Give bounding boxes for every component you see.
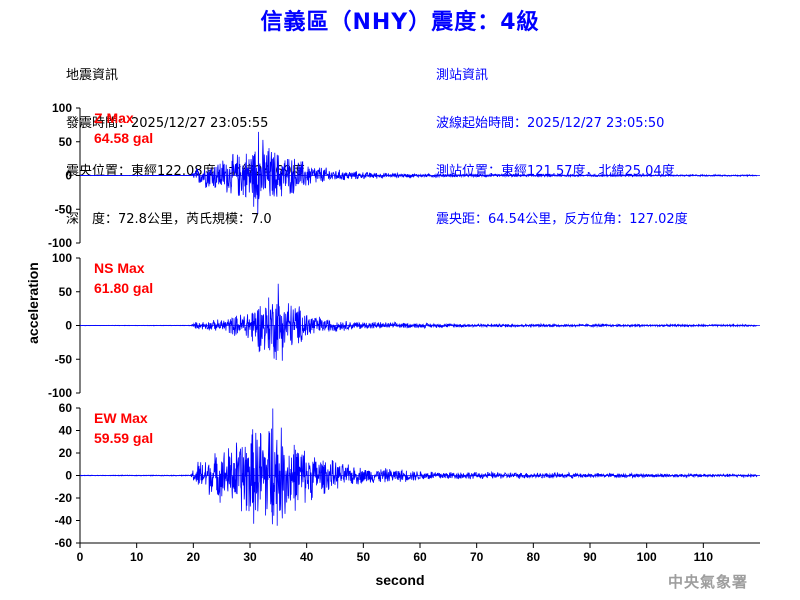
x-tick-label: 110 (694, 550, 714, 564)
station-info: 測站資訊 波線起始時間：2025/12/27 23:05:50 測站位置：東經1… (436, 36, 688, 244)
quake-info-heading: 地震資訊 (66, 68, 119, 83)
max-label-ns: NS Max (94, 260, 145, 276)
y-tick-label: 0 (65, 319, 72, 333)
x-tick-label: 50 (357, 550, 371, 564)
y-tick-label: -100 (48, 236, 72, 250)
x-tick-label: 40 (300, 550, 314, 564)
max-label-ew: EW Max (94, 410, 148, 426)
max-value-z: 64.58 gal (94, 130, 153, 146)
y-tick-label: 50 (59, 285, 73, 299)
x-tick-label: 20 (187, 550, 201, 564)
y-tick-label: 0 (65, 469, 72, 483)
station-info-heading: 測站資訊 (436, 68, 489, 83)
x-tick-label: 60 (413, 550, 427, 564)
max-value-ns: 61.80 gal (94, 280, 153, 296)
x-tick-label: 10 (130, 550, 144, 564)
y-tick-label: 60 (59, 401, 73, 415)
y-tick-label: -100 (48, 386, 72, 400)
depth-magnitude: 深 度：72.8公里，芮氏規模：7.0 (66, 212, 272, 227)
y-tick-label: -50 (55, 352, 73, 366)
trace-ns (79, 283, 758, 361)
x-tick-label: 100 (637, 550, 657, 564)
x-tick-label: 80 (527, 550, 541, 564)
chart-title: 信義區（NHY）震度：4級 (260, 10, 540, 35)
x-tick-label: 30 (243, 550, 257, 564)
x-tick-label: 0 (77, 550, 84, 564)
trace-ew (79, 408, 758, 526)
y-tick-label: 0 (65, 169, 72, 183)
y-tick-label: 50 (59, 135, 73, 149)
y-tick-label: -50 (55, 202, 73, 216)
origin-time: 發震時間：2025/12/27 23:05:55 (66, 116, 269, 131)
distance-azimuth: 震央距：64.54公里，反方位角：127.02度 (436, 212, 688, 227)
max-label-z: Z Max (94, 110, 134, 126)
y-tick-label: 20 (59, 446, 73, 460)
x-tick-label: 70 (470, 550, 484, 564)
wave-start-time: 波線起始時間：2025/12/27 23:05:50 (436, 116, 665, 131)
x-axis-title: second (375, 572, 424, 588)
y-axis-title: acceleration (25, 262, 41, 344)
agency-footer: 中央氣象署 (667, 573, 748, 591)
y-tick-label: -60 (55, 536, 73, 550)
y-tick-label: -40 (55, 514, 73, 528)
y-tick-label: 100 (52, 251, 72, 265)
y-tick-label: 40 (59, 424, 73, 438)
trace-z (80, 131, 758, 214)
max-value-ew: 59.59 gal (94, 430, 153, 446)
x-tick-label: 90 (583, 550, 597, 564)
y-tick-label: 100 (52, 101, 72, 115)
y-tick-label: -20 (55, 491, 73, 505)
